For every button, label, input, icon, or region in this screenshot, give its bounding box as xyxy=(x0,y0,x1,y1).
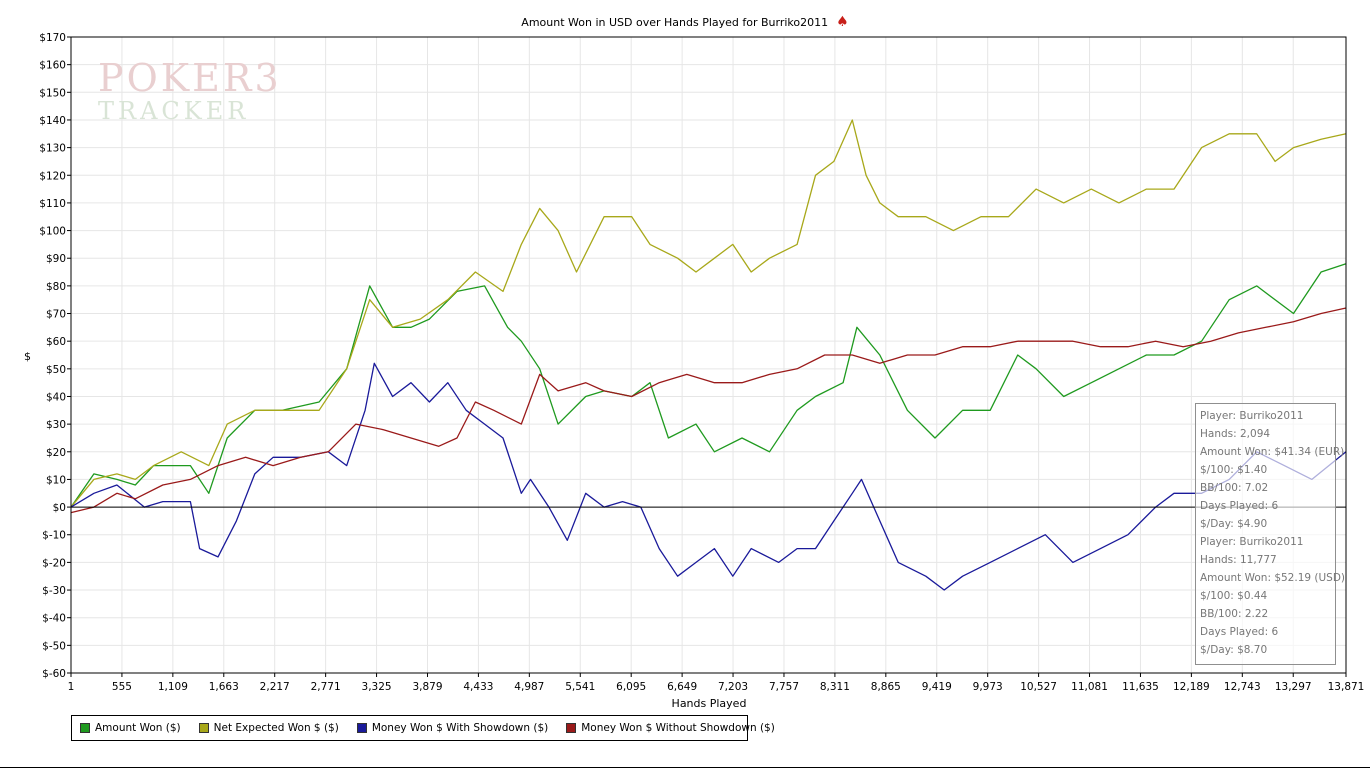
info-line: Hands: 11,777 xyxy=(1200,554,1277,566)
y-tick-label: $130 xyxy=(39,143,66,155)
x-tick-label: 6,095 xyxy=(616,681,646,693)
x-tick-label: 1,109 xyxy=(158,681,188,693)
x-tick-label: 11,635 xyxy=(1122,681,1159,693)
x-tick-label: 12,743 xyxy=(1224,681,1261,693)
info-line: BB/100: 2.22 xyxy=(1200,608,1269,620)
y-tick-label: $70 xyxy=(46,309,66,321)
y-tick-label: $-30 xyxy=(42,585,66,597)
legend-item: Amount Won ($) xyxy=(80,722,181,734)
chart-title: Amount Won in USD over Hands Played for … xyxy=(521,16,829,29)
x-axis-label: Hands Played xyxy=(671,697,747,710)
x-tick-label: 1 xyxy=(68,681,75,693)
logo-line1: POKER3 xyxy=(98,56,282,100)
x-tick-label: 2,217 xyxy=(260,681,290,693)
y-tick-label: $160 xyxy=(39,60,66,72)
x-tick-label: 5,541 xyxy=(565,681,595,693)
x-tick-label: 4,433 xyxy=(463,681,493,693)
series-line-2 xyxy=(70,362,1347,591)
legend-label: Net Expected Won $ ($) xyxy=(213,722,339,734)
y-tick-label: $30 xyxy=(46,419,66,431)
logo-line2: TRACKER xyxy=(98,97,250,125)
x-tick-label: 555 xyxy=(112,681,132,693)
info-line: Player: Burriko2011 xyxy=(1200,410,1304,422)
legend-swatch xyxy=(566,723,577,733)
y-tick-label: $140 xyxy=(39,115,66,127)
axis-ticks: $-60 $-50 $-40 $-30 $-20 $-10 $0 $10 $20 $30 $40 $5… xyxy=(39,32,1364,693)
x-tick-label: 9,973 xyxy=(973,681,1003,693)
legend-item: Money Won $ Without Showdown ($) xyxy=(566,722,775,734)
legend-swatch xyxy=(80,723,90,733)
x-tick-label: 7,203 xyxy=(718,681,748,693)
bottom-border xyxy=(0,767,1370,768)
y-tick-label: $170 xyxy=(39,32,66,44)
x-tick-label: 4,987 xyxy=(514,681,544,693)
plot-frame xyxy=(70,36,1347,674)
grid-lines xyxy=(70,36,1347,674)
y-tick-label: $-20 xyxy=(42,557,66,569)
x-tick-label: 8,311 xyxy=(820,681,850,693)
legend-label: Money Won $ With Showdown ($) xyxy=(371,722,549,734)
info-line: BB/100: 7.02 xyxy=(1200,482,1269,494)
series-line-0 xyxy=(70,263,1347,508)
info-line: $/Day: $8.70 xyxy=(1200,644,1268,656)
x-tick-label: 7,757 xyxy=(769,681,799,693)
legend-swatch xyxy=(198,723,209,733)
y-tick-label: $20 xyxy=(46,447,66,459)
chart-title-wrap: Amount Won in USD over Hands Played for … xyxy=(0,14,1370,30)
y-tick-label: $100 xyxy=(39,226,66,238)
legend-label: Amount Won ($) xyxy=(95,722,181,734)
legend-label: Money Won $ Without Showdown ($) xyxy=(581,722,775,734)
info-line: Hands: 2,094 xyxy=(1200,428,1271,440)
y-tick-label: $-50 xyxy=(42,640,66,652)
y-tick-label: $10 xyxy=(46,474,66,486)
y-tick-label: $90 xyxy=(46,253,66,265)
legend-swatch xyxy=(356,723,367,733)
player-info-tooltip: Player: Burriko2011 Hands: 2,094 Amount Wo… xyxy=(1195,403,1346,665)
info-line: Player: Burriko2011 xyxy=(1200,536,1304,548)
legend: Amount Won ($) Net Expected Won $ ($) Mone… xyxy=(71,715,775,741)
info-line: Days Played: 6 xyxy=(1200,500,1279,512)
series-line-3 xyxy=(70,307,1347,514)
x-tick-label: 11,081 xyxy=(1071,681,1108,693)
info-line: Amount Won: $41.34 (EUR) xyxy=(1200,446,1345,458)
info-line: Amount Won: $52.19 (USD) xyxy=(1200,572,1346,584)
x-tick-label: 6,649 xyxy=(667,681,697,693)
spade-icon: ♠ xyxy=(836,14,849,30)
y-tick-label: $50 xyxy=(46,364,66,376)
y-tick-label: $-10 xyxy=(42,530,66,542)
legend-item: Money Won $ With Showdown ($) xyxy=(356,722,549,734)
x-tick-label: 2,771 xyxy=(311,681,341,693)
x-tick-label: 10,527 xyxy=(1020,681,1057,693)
y-tick-label: $40 xyxy=(46,391,66,403)
y-tick-label: $-60 xyxy=(42,668,66,680)
x-tick-label: 8,865 xyxy=(871,681,901,693)
y-tick-label: $80 xyxy=(46,281,66,293)
y-tick-label: $150 xyxy=(39,87,66,99)
series-lines xyxy=(70,119,1347,591)
info-line: Days Played: 6 xyxy=(1200,626,1279,638)
legend-item: Net Expected Won $ ($) xyxy=(198,722,339,734)
x-tick-label: 12,189 xyxy=(1173,681,1210,693)
x-tick-label: 13,871 xyxy=(1328,681,1365,693)
x-tick-label: 3,879 xyxy=(412,681,442,693)
x-tick-label: 1,663 xyxy=(209,681,239,693)
y-axis-label: $ xyxy=(24,350,31,363)
y-tick-label: $0 xyxy=(53,502,66,514)
y-tick-label: $60 xyxy=(46,336,66,348)
pokertracker-logo: POKER3 TRACKER xyxy=(98,58,282,124)
y-tick-label: $110 xyxy=(39,198,66,210)
info-line: $/100: $1.40 xyxy=(1200,464,1268,476)
series-line-1 xyxy=(70,119,1347,508)
x-tick-label: 13,297 xyxy=(1275,681,1312,693)
x-tick-label: 3,325 xyxy=(362,681,392,693)
info-line: $/Day: $4.90 xyxy=(1200,518,1268,530)
info-line: $/100: $0.44 xyxy=(1200,590,1268,602)
x-tick-label: 9,419 xyxy=(922,681,952,693)
y-tick-label: $-40 xyxy=(42,613,66,625)
y-tick-label: $120 xyxy=(39,170,66,182)
